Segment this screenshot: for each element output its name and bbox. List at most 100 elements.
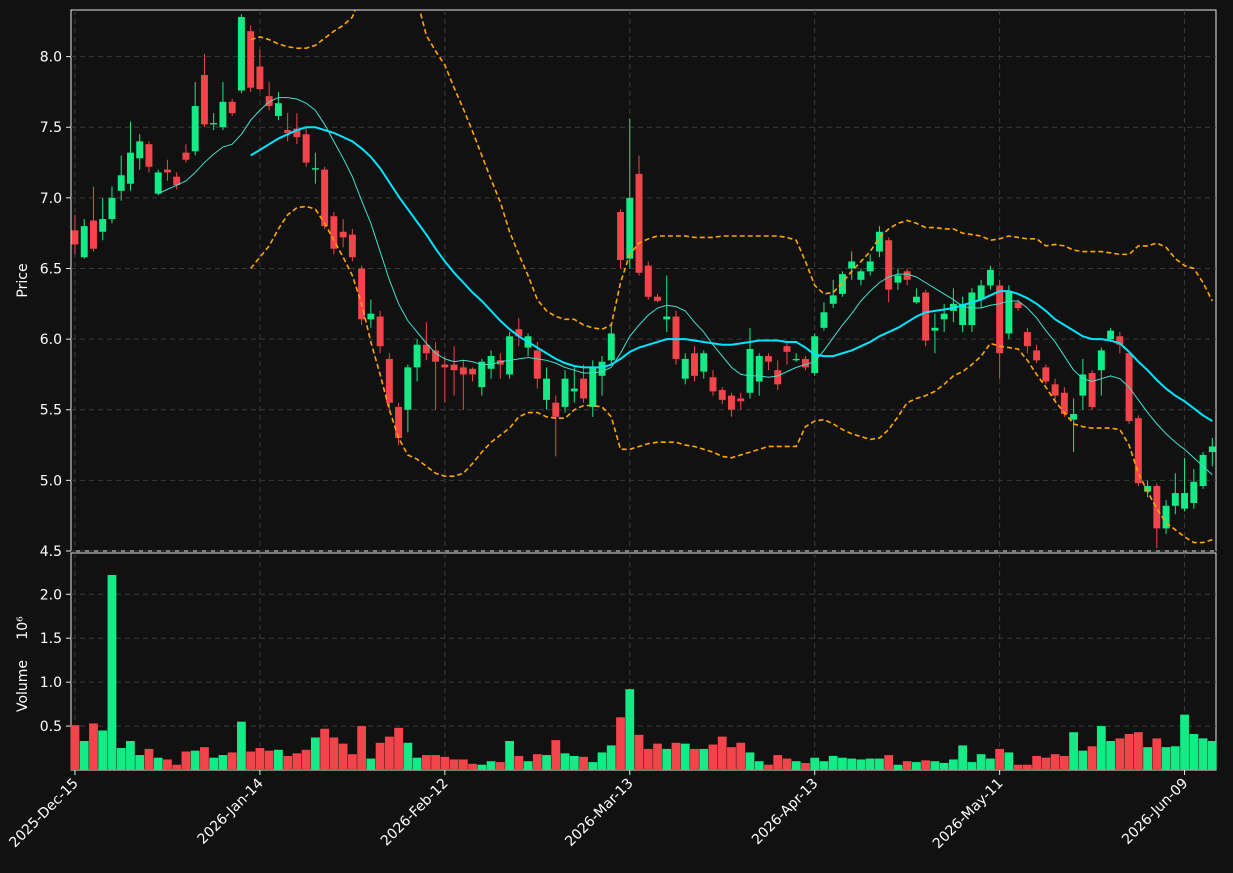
- volume-bar: [283, 755, 293, 770]
- volume-bar: [514, 755, 524, 770]
- volume-bar: [810, 757, 820, 770]
- volume-bar: [1170, 746, 1180, 770]
- volume-bar: [560, 753, 570, 770]
- volume-bar: [542, 755, 551, 770]
- y-axis-label: Price: [15, 263, 31, 297]
- candle-body: [718, 389, 726, 400]
- candle-body: [163, 169, 171, 173]
- candle-body: [746, 349, 754, 393]
- volume-bar: [671, 742, 681, 770]
- volume-bar: [1115, 738, 1125, 770]
- volume-bar: [653, 743, 662, 770]
- volume-bar: [801, 762, 810, 770]
- volume-bar: [505, 741, 514, 770]
- y-tick-label: 5.0: [40, 473, 62, 489]
- candle-body: [681, 358, 689, 379]
- volume-bar: [458, 759, 468, 770]
- y-tick-label: 0.5: [40, 719, 62, 735]
- volume-bar: [985, 758, 995, 770]
- volume-bar: [329, 737, 339, 770]
- volume-bar: [495, 762, 505, 770]
- candle-body: [358, 268, 366, 320]
- volume-bar: [912, 762, 921, 770]
- y-tick-label: 6.5: [40, 261, 62, 277]
- candle-body: [469, 368, 477, 375]
- indicator-line: [250, 10, 1214, 331]
- volume-bar: [246, 751, 256, 770]
- candle-body: [1005, 291, 1013, 334]
- volume-bar: [200, 747, 209, 770]
- volume-bar: [181, 751, 191, 770]
- volume-bar: [745, 752, 755, 770]
- candle-body: [1107, 330, 1115, 340]
- volume-bar: [384, 736, 394, 770]
- candle-body: [580, 378, 588, 399]
- candle-body: [71, 230, 79, 245]
- y-tick-label: 1.5: [40, 631, 62, 647]
- volume-bar: [1069, 732, 1078, 770]
- volume-bar: [579, 756, 588, 770]
- volume-bar: [884, 755, 894, 770]
- volume-bar: [1152, 738, 1162, 770]
- candle-body: [459, 367, 467, 375]
- candle-body: [792, 358, 800, 361]
- indicator-line: [250, 205, 1213, 544]
- volume-bar: [357, 726, 367, 770]
- volume-bar: [347, 754, 357, 770]
- volume-bar: [634, 734, 644, 770]
- volume-bar: [976, 754, 986, 770]
- volume-bar: [532, 754, 542, 770]
- indicator-line: [157, 97, 1213, 476]
- candle-body: [940, 313, 948, 320]
- candle-body: [959, 303, 967, 325]
- volume-bar: [856, 759, 866, 770]
- candle-body: [644, 265, 652, 297]
- volume-bar: [486, 761, 496, 770]
- volume-bar: [1059, 755, 1069, 770]
- volume-bar: [227, 752, 237, 770]
- volume-bar: [70, 725, 80, 770]
- volume-bar: [588, 762, 598, 770]
- volume-bar: [237, 721, 246, 770]
- candle-body: [256, 66, 264, 90]
- volume-bar: [1004, 752, 1014, 770]
- candle-body: [478, 361, 486, 388]
- candle-body: [237, 17, 245, 91]
- volume-bar: [1032, 755, 1042, 770]
- volume-bar: [791, 761, 801, 770]
- volume-bar: [1124, 733, 1134, 770]
- candle-body: [515, 329, 523, 337]
- candle-body: [617, 211, 624, 261]
- candle-body: [903, 271, 911, 280]
- volume-bar: [440, 756, 450, 770]
- volume-bar: [754, 761, 764, 770]
- candle-body: [1070, 413, 1078, 420]
- candle-body: [755, 356, 763, 382]
- candle-body: [311, 168, 319, 170]
- volume-bar: [153, 757, 163, 770]
- volume-bar: [1041, 757, 1051, 770]
- volume-bar: [819, 761, 829, 770]
- candle-body: [700, 353, 708, 372]
- volume-bar: [403, 742, 413, 770]
- candle-body: [108, 197, 116, 220]
- volume-bar: [643, 748, 653, 770]
- volume-bar: [1161, 747, 1171, 770]
- candle-body: [848, 261, 856, 269]
- candle-body: [136, 141, 144, 159]
- volume-bar: [625, 689, 635, 770]
- candle-body: [413, 344, 421, 368]
- volume-bar: [107, 574, 117, 770]
- candle-body: [265, 96, 273, 107]
- candle-body: [376, 316, 384, 347]
- volume-bar: [1013, 764, 1023, 770]
- volume-bar: [690, 748, 699, 770]
- candle-body: [117, 175, 125, 191]
- volume-bar: [1207, 741, 1217, 770]
- volume-bar: [116, 748, 126, 770]
- candle-body: [996, 285, 1004, 354]
- candle-body: [145, 144, 153, 167]
- volume-bar: [616, 717, 625, 770]
- candle-body: [395, 406, 403, 438]
- y-tick-label: 5.5: [40, 403, 62, 419]
